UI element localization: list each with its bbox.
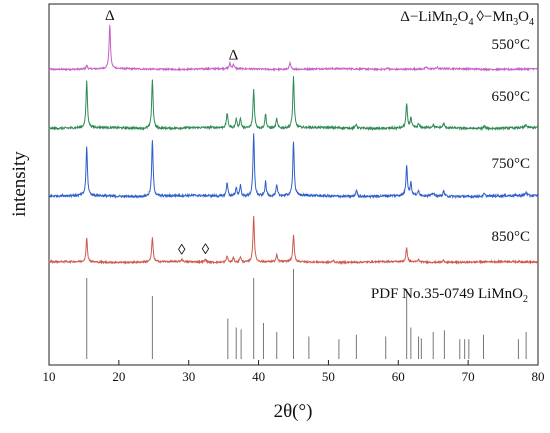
diffraction-series — [48, 24, 539, 265]
plot-frame — [48, 3, 539, 366]
reference-pattern — [86, 269, 527, 359]
x-tick-label-60: 60 — [392, 369, 405, 384]
x-tick-label-80: 80 — [532, 369, 545, 384]
legend-limn2o4-mid: O — [458, 9, 469, 25]
legend-limn2o4-sub2: 4 — [468, 17, 473, 28]
series-label-650-c: 650°C — [491, 89, 530, 105]
legend-triangle-symbol: Δ — [400, 9, 410, 25]
y-axis-title: intensity — [9, 151, 30, 217]
x-tick-label-50: 50 — [322, 369, 335, 384]
reference-label-sub: 2 — [523, 294, 528, 305]
reference-label-text: PDF No.35-0749 LiMnO — [371, 286, 523, 302]
x-axis-title: 2θ(°) — [274, 401, 313, 422]
legend-mn3o4-text: −Mn — [484, 9, 514, 25]
x-tick-label-40: 40 — [252, 369, 265, 384]
series-label-750-c: 750°C — [491, 156, 530, 172]
reference-label: PDF No.35-0749 LiMnO2 — [371, 286, 528, 305]
series-line-750-c — [48, 133, 539, 200]
series-line-850-c — [48, 215, 539, 265]
x-tick-label-20: 20 — [112, 369, 125, 384]
x-tick-label-30: 30 — [182, 369, 195, 384]
legend: Δ−LiMn2O4 ◊−Mn3O4 — [400, 9, 534, 28]
legend-limn2o4-sub1: 2 — [453, 17, 458, 28]
series-labels: 550°C 650°C 750°C 850°C — [491, 37, 530, 245]
series-line-550-c — [48, 24, 539, 72]
peak-annotations: Δ Δ ◊ ◊ — [105, 8, 239, 259]
series-label-550-c: 550°C — [491, 37, 530, 53]
peak-annotation-850-c-1: ◊ — [202, 242, 210, 258]
legend-limn2o4-text: −LiMn — [410, 9, 453, 25]
legend-mn3o4-sub2: 4 — [529, 17, 534, 28]
peak-annotation-550-c-0: Δ — [105, 8, 115, 24]
peak-annotation-850-c-0: ◊ — [178, 243, 186, 259]
legend-mn3o4-mid: O — [518, 9, 529, 25]
series-line-650-c — [48, 76, 539, 132]
x-tick-label-10: 10 — [43, 369, 56, 384]
x-tick-label-70: 70 — [462, 369, 475, 384]
legend-mn3o4-sub1: 3 — [513, 17, 518, 28]
peak-annotation-550-c-1: Δ — [229, 48, 239, 64]
x-axis-ticks: 10 20 30 40 50 60 70 80 — [43, 360, 545, 384]
series-label-850-c: 850°C — [491, 229, 530, 245]
legend-diamond-symbol: ◊ — [476, 9, 484, 25]
